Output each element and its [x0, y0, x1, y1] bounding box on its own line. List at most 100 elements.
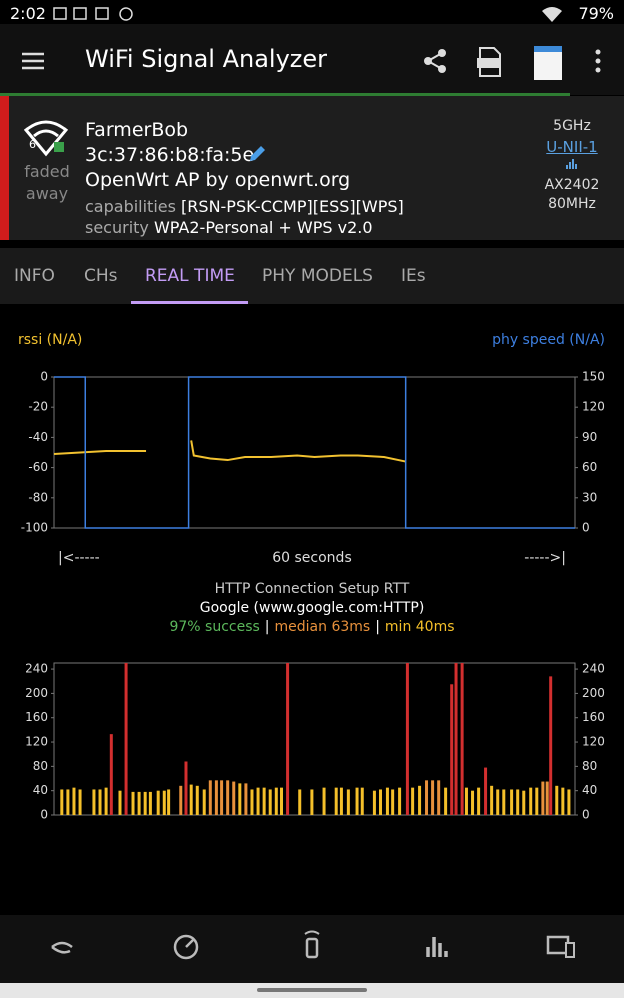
bar — [72, 787, 76, 815]
x-start-label: |<----- — [58, 550, 100, 566]
bar — [460, 663, 464, 815]
y2-tick-label: 80 — [582, 759, 597, 773]
status-icons — [53, 7, 133, 21]
wifi-status-icon — [542, 7, 562, 22]
bar — [143, 791, 147, 815]
tab[interactable]: INFO — [14, 266, 55, 286]
bar — [477, 787, 481, 815]
bar — [484, 767, 488, 815]
bar — [256, 787, 260, 815]
bar — [322, 787, 326, 815]
chart-subtitle: Google (www.google.com:HTTP) — [200, 600, 425, 616]
bar — [561, 787, 565, 815]
y-tick-label: 240 — [25, 662, 48, 676]
bar — [310, 789, 314, 815]
network-card[interactable] — [0, 96, 624, 240]
bar — [124, 663, 128, 815]
bar — [372, 790, 376, 815]
y2-tick-label: 120 — [582, 400, 605, 414]
bar — [444, 787, 448, 815]
menu-button[interactable] — [20, 50, 46, 72]
bar — [286, 663, 290, 815]
bar — [535, 787, 539, 815]
label: capabilities — [85, 197, 176, 216]
y2-tick-label: 60 — [582, 460, 597, 474]
bar — [66, 789, 70, 815]
y2-tick-label: 160 — [582, 710, 605, 724]
bar — [549, 676, 553, 815]
bar — [398, 787, 402, 815]
bar — [405, 663, 409, 815]
channel-icon — [566, 159, 577, 169]
chart-title: HTTP Connection Setup RTT — [215, 581, 410, 597]
series-line — [53, 449, 147, 456]
bar — [280, 787, 284, 815]
y-tick-label: 80 — [33, 759, 48, 773]
bar — [471, 790, 475, 815]
tab[interactable]: IEs — [401, 266, 426, 286]
bar — [226, 780, 230, 815]
bar — [567, 789, 571, 815]
app-bar — [0, 24, 624, 95]
series-line — [190, 440, 406, 463]
bar — [78, 789, 82, 815]
security: WPA2-Personal + WPS v2.0 — [153, 218, 373, 237]
bar — [208, 780, 212, 815]
status-line: faded — [24, 162, 70, 181]
bar — [195, 785, 199, 815]
y2-tick-label: 200 — [582, 686, 605, 700]
y2-tick-label: 30 — [582, 490, 597, 504]
app-title: WiFi Signal Analyzer — [85, 45, 328, 73]
bar — [202, 789, 206, 815]
y-tick-label: 200 — [25, 686, 48, 700]
y-tick-label: 0 — [40, 370, 48, 384]
y2-tick-label: 150 — [582, 370, 605, 384]
bar — [162, 790, 166, 815]
bar — [378, 789, 382, 815]
bar — [346, 789, 350, 815]
bottom-nav-icons[interactable] — [0, 925, 624, 975]
bar — [262, 787, 266, 815]
bar — [437, 780, 441, 815]
chart-stats: 97% success | median 63ms | min 40ms — [169, 619, 454, 635]
series-line — [54, 376, 575, 529]
y-tick-label: 120 — [25, 735, 48, 749]
bar — [244, 783, 248, 815]
bars — [60, 663, 571, 815]
bar — [238, 783, 242, 815]
ssid: FarmerBob — [85, 119, 189, 141]
bar — [425, 780, 429, 815]
app-actions[interactable] — [420, 46, 610, 80]
label: security — [85, 218, 149, 237]
bssid: 3c:37:86:b8:fa:5e — [85, 144, 255, 166]
plot-frame — [53, 662, 576, 816]
bar — [529, 787, 533, 815]
channel-group[interactable]: U-NII-1 — [546, 138, 598, 156]
tab[interactable]: CHs — [84, 266, 118, 286]
bar — [92, 789, 96, 815]
x-end-label: ----->| — [524, 550, 566, 566]
bar — [502, 789, 506, 815]
stat: min 40ms — [385, 619, 455, 635]
standard: AX2402 — [544, 177, 600, 193]
bar — [454, 663, 458, 815]
bar — [250, 789, 254, 815]
y-tick-label: -80 — [28, 490, 48, 504]
bar — [450, 684, 454, 815]
stat: median 63ms — [275, 619, 371, 635]
bar — [232, 781, 236, 815]
signal-indicator — [0, 96, 9, 240]
stat: 97% success — [169, 619, 259, 635]
bar — [522, 790, 526, 815]
plot-frame — [53, 376, 576, 529]
band: 5GHz — [553, 118, 591, 134]
tab[interactable]: REAL TIME — [145, 266, 235, 286]
tab[interactable]: PHY MODELS — [262, 266, 373, 286]
bar — [118, 790, 122, 815]
y-tick-label: -20 — [28, 400, 48, 414]
bar — [268, 789, 272, 815]
edit-icon[interactable] — [247, 144, 267, 164]
wifi-icon — [24, 120, 69, 157]
bar — [541, 781, 545, 815]
